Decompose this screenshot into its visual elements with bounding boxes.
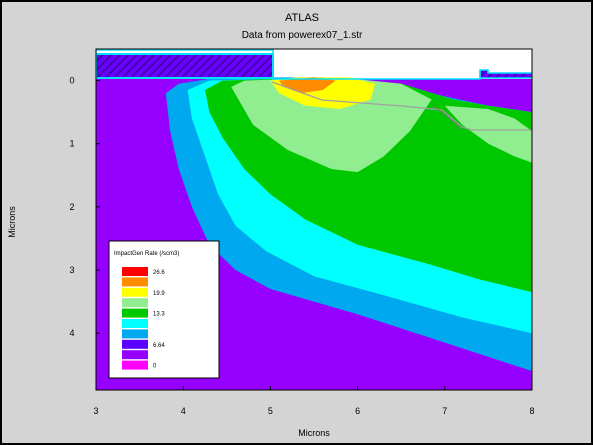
- y-axis-ticks: 0 1 2 3 4: [69, 76, 100, 338]
- y-tick-label: 2: [69, 202, 74, 212]
- legend-swatch: [122, 267, 148, 276]
- y-tick-label: 3: [69, 265, 74, 275]
- legend: ImpactGen Rate (/scm3) 26.6 19.9 13.3 6.64 0: [108, 240, 220, 379]
- x-tick-label: 3: [93, 406, 98, 416]
- plot-content: [96, 49, 532, 390]
- legend-swatch: [122, 319, 148, 328]
- x-tick-label: 7: [442, 406, 447, 416]
- legend-swatch: [122, 308, 148, 318]
- x-axis-label: Microns: [298, 428, 330, 438]
- y-tick-label: 0: [69, 76, 74, 86]
- x-tick-label: 4: [181, 406, 186, 416]
- legend-swatch: [122, 360, 148, 370]
- legend-label: 6.64: [153, 343, 165, 349]
- chart-title: ATLAS: [285, 12, 319, 24]
- legend-swatch: [122, 298, 148, 308]
- surface-line: [96, 49, 481, 80]
- legend-swatch: [122, 287, 148, 297]
- legend-title: ImpactGen Rate (/scm3): [114, 251, 179, 257]
- x-axis-ticks: 3 4 5 6 7 8: [93, 386, 535, 416]
- legend-items: 26.6 19.9 13.3 6.64 0: [122, 267, 165, 370]
- contour-band-4: [444, 105, 532, 163]
- legend-swatch: [122, 329, 148, 339]
- y-tick-label: 4: [69, 328, 74, 338]
- y-tick-label: 1: [69, 139, 74, 149]
- plot-frame: [95, 48, 533, 391]
- legend-label: 0: [153, 364, 157, 370]
- contour-band-3: [231, 77, 432, 173]
- chart-subtitle: Data from powerex07_1.str: [242, 30, 363, 41]
- x-tick-label: 8: [529, 406, 534, 416]
- legend-label: 26.6: [153, 270, 165, 276]
- junction-line: [271, 81, 532, 131]
- legend-swatch: [122, 350, 148, 360]
- contour-layer: [165, 77, 532, 372]
- y-axis-label: Microns: [7, 206, 17, 238]
- legend-swatch: [122, 339, 148, 349]
- x-tick-label: 6: [355, 406, 360, 416]
- legend-label: 13.3: [153, 312, 165, 318]
- x-tick-label: 5: [268, 406, 273, 416]
- legend-swatch: [122, 277, 148, 287]
- legend-label: 19.9: [153, 291, 165, 297]
- source-electrode: [96, 53, 274, 79]
- oxide-step: [431, 105, 463, 131]
